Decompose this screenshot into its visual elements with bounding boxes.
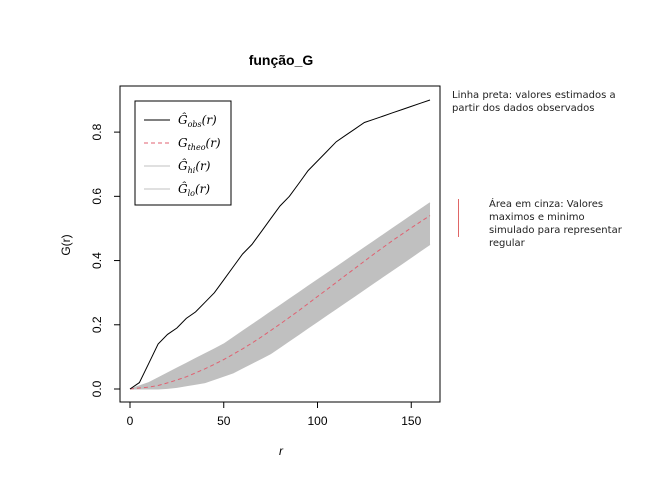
x-axis-label: r (279, 444, 284, 458)
x-axis: 0 50 100 150 (127, 401, 422, 428)
x-tick-label: 150 (401, 414, 421, 428)
legend-label-obs: Ĝobs(r) (178, 111, 217, 129)
legend: Ĝobs(r) Gtheo(r) Ĝhi(r) Ĝlo(r) (134, 100, 232, 206)
series-lo-line (130, 244, 431, 390)
legend-label-theo: Gtheo(r) (178, 136, 221, 152)
annotation-black-line: Linha preta: valores estimados a partir … (452, 90, 616, 114)
legend-label-lo: Ĝlo(r) (178, 180, 210, 198)
legend-label-hi: Ĝhi(r) (178, 157, 211, 175)
legend-box (134, 100, 232, 206)
annotation-gray-area: Área em cinza: Valores maximos e minimo … (489, 199, 622, 249)
x-tick-label: 100 (307, 414, 327, 428)
y-tick-label: 0.4 (90, 252, 104, 269)
y-tick-label: 0.2 (90, 316, 104, 333)
x-tick-label: 50 (217, 414, 231, 428)
y-axis: 0.0 0.2 0.4 0.6 0.8 (90, 123, 121, 397)
y-tick-label: 0.8 (90, 123, 104, 140)
series-hi-line (129, 202, 431, 390)
annotation-marker (458, 199, 459, 237)
series-obs-line (129, 99, 431, 390)
x-tick-label: 0 (127, 414, 134, 428)
y-tick-label: 0.0 (90, 380, 104, 397)
chart-title: função_G (249, 52, 314, 68)
simulation-envelope (130, 202, 430, 389)
y-tick-label: 0.6 (90, 188, 104, 205)
series-theo-line (129, 215, 431, 390)
y-axis-label: G(r) (59, 234, 73, 255)
